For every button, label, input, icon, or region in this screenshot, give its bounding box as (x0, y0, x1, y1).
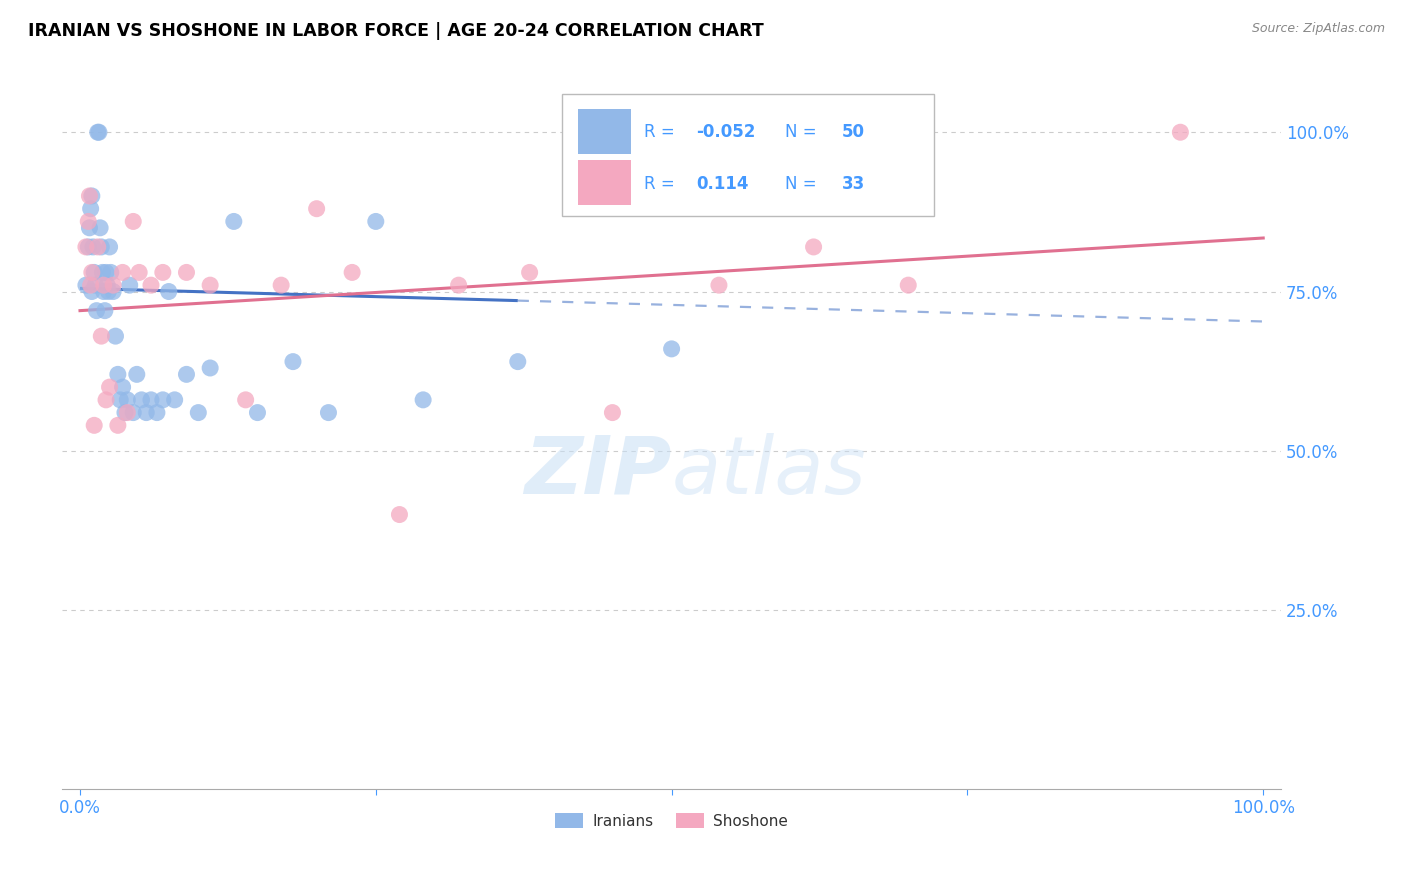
Point (90, 329, 112, 343)
Point (661, 342, 683, 356)
Text: Source: ZipAtlas.com: Source: ZipAtlas.com (1251, 22, 1385, 36)
Point (94, 265, 117, 279)
Point (79, 202, 101, 216)
Point (412, 392, 434, 407)
Point (246, 406, 269, 420)
Point (97, 285, 120, 299)
Point (707, 278, 730, 293)
Text: N =: N = (785, 175, 823, 193)
Point (157, 285, 180, 299)
Point (79, 220, 101, 235)
Point (222, 214, 245, 228)
Text: 33: 33 (842, 175, 866, 193)
Point (176, 368, 198, 382)
Point (98, 380, 121, 394)
Text: N =: N = (785, 123, 823, 141)
Point (86, 303, 108, 318)
Point (110, 392, 132, 407)
Point (131, 392, 153, 407)
Point (104, 329, 127, 343)
Point (125, 368, 148, 382)
Point (447, 278, 470, 293)
Point (87, 125, 110, 139)
Point (270, 278, 292, 293)
Point (1170, 125, 1192, 139)
Point (111, 380, 134, 394)
Point (281, 354, 304, 368)
Point (803, 240, 825, 254)
Point (101, 278, 124, 293)
Text: 50: 50 (842, 123, 865, 141)
Point (83, 418, 105, 433)
FancyBboxPatch shape (578, 160, 631, 205)
Point (87, 125, 110, 139)
Point (340, 265, 363, 279)
Point (235, 392, 257, 407)
Point (111, 265, 134, 279)
Point (77, 240, 100, 254)
Point (176, 265, 198, 279)
Text: atlas: atlas (672, 433, 866, 511)
Point (118, 278, 141, 293)
Point (318, 406, 340, 420)
Point (163, 392, 186, 407)
Text: 0.114: 0.114 (696, 175, 748, 193)
Point (135, 406, 157, 420)
Point (94, 303, 117, 318)
Point (100, 265, 122, 279)
Legend: Iranians, Shoshone: Iranians, Shoshone (550, 806, 794, 835)
Point (90, 240, 112, 254)
Point (75, 278, 97, 293)
Text: IRANIAN VS SHOSHONE IN LABOR FORCE | AGE 20-24 CORRELATION CHART: IRANIAN VS SHOSHONE IN LABOR FORCE | AGE… (28, 22, 763, 40)
Point (122, 406, 145, 420)
Point (107, 418, 129, 433)
Point (80, 189, 103, 203)
Point (75, 240, 97, 254)
Point (117, 392, 139, 407)
Text: R =: R = (644, 175, 679, 193)
Point (82, 240, 104, 254)
Point (87, 240, 110, 254)
Point (187, 406, 209, 420)
Point (122, 214, 145, 228)
Point (364, 214, 387, 228)
Text: -0.052: -0.052 (696, 123, 755, 141)
Point (305, 202, 328, 216)
Point (80, 285, 103, 299)
Point (117, 406, 139, 420)
Point (198, 278, 221, 293)
FancyBboxPatch shape (562, 94, 934, 216)
Point (83, 265, 105, 279)
Point (101, 285, 124, 299)
Point (128, 265, 150, 279)
Point (80, 265, 103, 279)
Point (77, 214, 100, 228)
Point (98, 240, 121, 254)
Point (79, 189, 101, 203)
Point (114, 406, 136, 420)
Point (139, 392, 162, 407)
Point (84, 278, 107, 293)
Point (519, 265, 541, 279)
Point (897, 278, 920, 293)
Text: ZIP: ZIP (524, 433, 672, 511)
Point (93, 278, 115, 293)
Point (94, 392, 117, 407)
Point (152, 392, 174, 407)
Point (388, 508, 411, 522)
Point (198, 361, 221, 376)
Point (79, 278, 101, 293)
Point (89, 220, 111, 235)
FancyBboxPatch shape (578, 110, 631, 154)
Point (107, 368, 129, 382)
Point (602, 406, 624, 420)
Point (146, 406, 169, 420)
Point (139, 278, 162, 293)
Point (152, 265, 174, 279)
Point (91, 265, 114, 279)
Point (93, 285, 115, 299)
Text: R =: R = (644, 123, 679, 141)
Point (96, 278, 118, 293)
Point (506, 354, 529, 368)
